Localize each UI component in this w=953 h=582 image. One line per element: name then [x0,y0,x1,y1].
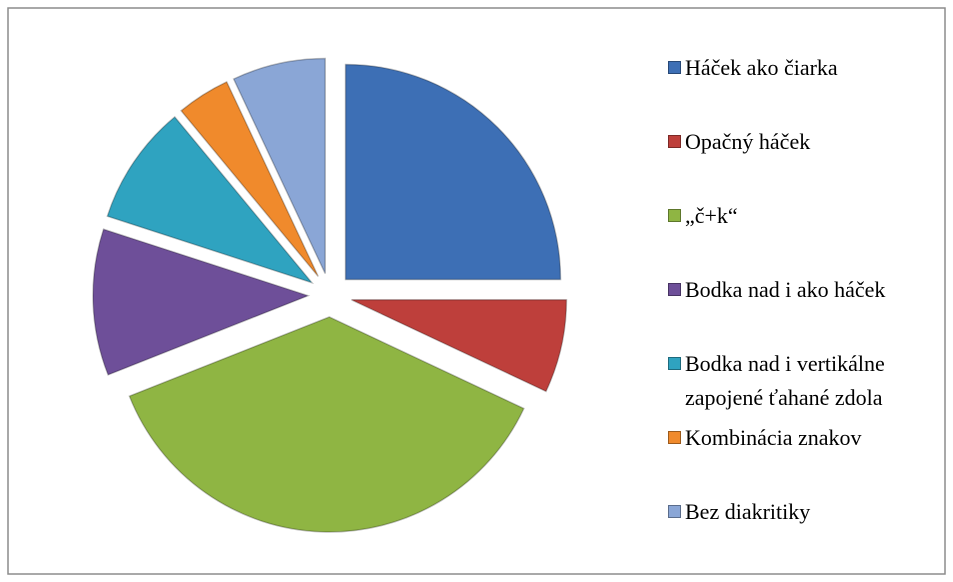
legend-swatch [668,431,681,444]
legend-label: Bodka nad i ako háček [685,277,886,302]
legend-swatch [668,283,681,296]
pie-slice [128,316,525,533]
legend-label: Opačný háček [685,129,811,154]
legend-swatch [668,505,681,518]
pie-slice [106,115,315,285]
pie-slice [344,63,562,281]
pie-slice [351,299,568,393]
legend-swatch [668,357,681,370]
legend-item: Háček ako čiarka [668,51,938,85]
legend-label: „č+k“ [685,203,738,228]
legend-item: Kombinácia znakov [668,421,938,455]
legend-item: Bodka nad i vertikálne zapojené ťahané z… [668,347,938,415]
legend-swatch [668,135,681,148]
pie-slice [92,228,311,376]
legend-item: Opačný háček [668,125,938,159]
legend-swatch [668,209,681,222]
pie-slice [180,80,319,277]
legend-label: Bodka nad i vertikálne zapojené ťahané z… [685,351,885,410]
legend-label: Bez diakritiky [685,499,811,524]
legend-item: „č+k“ [668,199,938,233]
legend-item: Bodka nad i ako háček [668,273,938,307]
legend-item: Bez diakritiky [668,495,938,529]
pie-slice [232,57,326,274]
legend-label: Kombinácia znakov [685,425,862,450]
legend-label: Háček ako čiarka [685,55,838,80]
legend-swatch [668,61,681,74]
